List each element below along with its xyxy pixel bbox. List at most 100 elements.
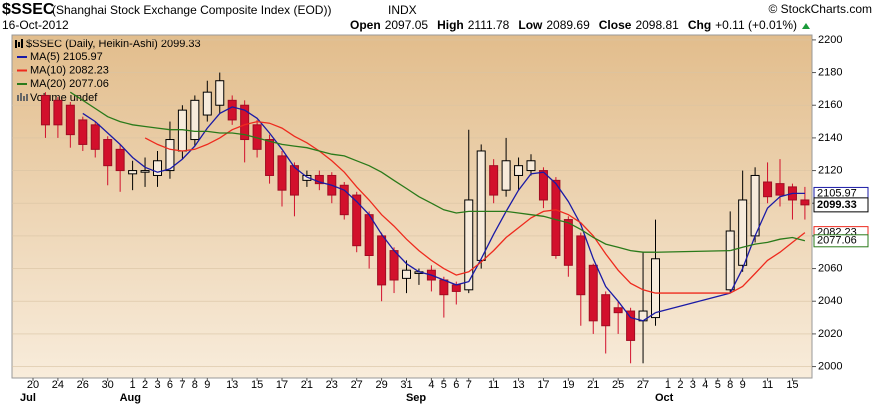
candle-body [215,80,225,106]
candle-body [53,99,63,126]
date: 16-Oct-2012 [2,18,69,32]
candle-body [576,235,586,296]
price-tag: 2077.06 [817,235,857,247]
ma-line [82,106,805,322]
candle-body [439,279,449,296]
index-name: (Shanghai Stock Exchange Composite Index… [52,3,331,17]
y-tick-label: 2200 [818,34,842,46]
month-label: Sep [406,392,426,404]
y-tick-label: 2180 [818,66,842,78]
x-tick-label: 2 [677,379,683,391]
month-label: Jul [20,392,36,404]
candle-body [389,250,399,281]
month-label: Oct [655,392,674,404]
chart-title: $SSEC (Daily, Heikin-Ashi) 2099.33 [26,38,201,50]
x-tick-label: 8 [192,379,198,391]
candle-body [526,160,536,172]
x-tick-label: 7 [179,379,185,391]
price-tag-box [813,234,869,248]
candle-body [289,165,299,196]
x-tick-label: 31 [400,379,412,391]
candle-body [103,139,113,167]
x-tick-label: 17 [276,379,288,391]
x-tick-label: 17 [537,379,549,391]
candle-body [514,165,524,176]
quote-value: 2089.69 [546,18,590,32]
candle-body [738,199,748,266]
x-tick-label: 15 [786,379,798,391]
x-tick-label: 27 [351,379,363,391]
x-tick-label: 5 [715,379,721,391]
candle-body [464,199,474,291]
candle-body [352,194,362,247]
candle-body [165,139,175,172]
candle-body [775,183,785,196]
exchange: INDX [388,3,417,17]
up-arrow [802,23,810,29]
y-tick-label: 2160 [818,99,842,111]
x-tick-label: 1 [130,379,136,391]
candle-body [364,214,374,257]
x-tick-label: 5 [441,379,447,391]
quote-label: Chg [688,18,711,32]
x-tick-label: 24 [52,379,64,391]
candle-body [115,148,125,172]
candle-body [800,199,810,206]
month-label: Aug [120,392,141,404]
y-tick-label: 2040 [818,295,842,307]
x-tick-label: 9 [740,379,746,391]
price-tag: 2105.97 [817,187,857,199]
quote-value: 2098.81 [635,18,679,32]
x-tick-label: 1 [665,379,671,391]
candle-body [314,174,324,185]
candle-body [402,269,411,279]
ma-line [69,91,806,253]
x-tick-label: 11 [488,379,499,391]
candle-body [227,99,237,121]
candle-body [240,104,250,141]
candle-body [277,155,287,191]
x-tick-label: 29 [375,379,387,391]
y-tick-label: 2000 [818,360,842,372]
x-tick-label: 15 [251,379,263,391]
candle-body [190,99,200,141]
candle-body [339,184,349,216]
x-tick-label: 20 [27,379,39,391]
candle-body [613,307,623,314]
candle-body [451,284,461,292]
quote: Open 2097.05 High 2111.78 Low 2089.69 Close 209… [350,18,810,32]
candle-body [78,119,88,145]
candle-body [651,258,660,319]
legend-icon [15,39,23,48]
candle-body [140,170,150,173]
candle-body [65,104,75,136]
close-tag-box [813,197,869,213]
candle-body [626,310,636,341]
x-tick-label: 13 [512,379,524,391]
ma-line [144,120,806,294]
copyright: © StockCharts.com [768,2,872,16]
x-tick-label: 30 [102,379,114,391]
candle-body [750,174,760,237]
candle-body [128,170,138,175]
candle-body [563,219,573,266]
x-tick-label: 13 [226,379,238,391]
candle-body [90,124,100,150]
legend-label: MA(10) 2082.23 [30,64,109,76]
candle-body [265,139,275,176]
candle-body [302,174,312,181]
x-tick-label: 23 [326,379,338,391]
quote-label: High [437,18,464,32]
x-tick-label: 3 [154,379,160,391]
y-tick-label: 2020 [818,328,842,340]
candle-body [601,294,611,327]
candle-body [551,179,561,256]
quote-label: Close [599,18,632,32]
volume-icon [17,93,28,101]
candle-body [377,235,387,286]
x-tick-label: 7 [466,379,472,391]
legend-label: MA(5) 2105.97 [30,51,103,63]
candle-body [501,160,511,191]
candle-body [763,181,773,198]
